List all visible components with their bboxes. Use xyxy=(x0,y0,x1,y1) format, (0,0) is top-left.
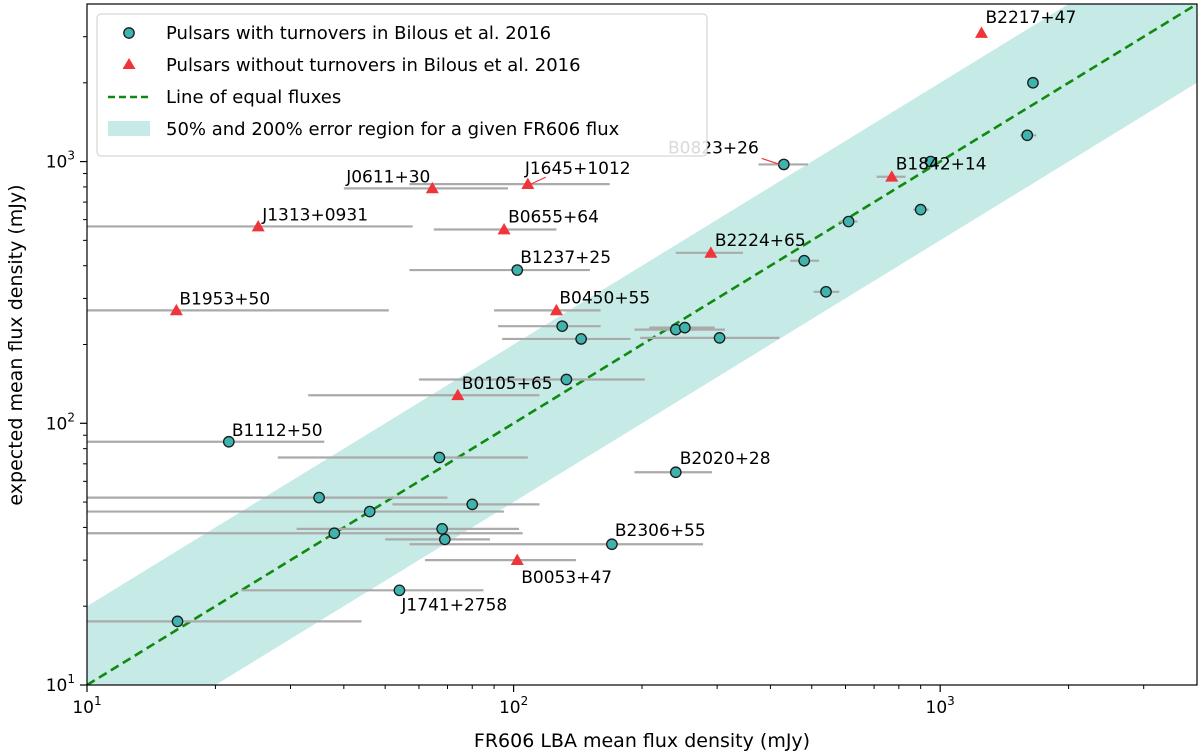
annotation-label: B0450+55 xyxy=(559,288,650,308)
equal-flux-line xyxy=(87,4,1197,685)
annotation-label: B1112+50 xyxy=(232,421,323,441)
annotation-label: J1645+1012 xyxy=(524,159,631,179)
legend-box xyxy=(96,13,708,157)
annotation-label: B2306+55 xyxy=(615,521,706,541)
legend-label-line: Line of equal fluxes xyxy=(166,87,341,108)
point-turnover xyxy=(1021,129,1034,142)
point-no-turnover xyxy=(425,181,439,194)
point-turnover xyxy=(222,435,235,448)
point-turnover xyxy=(438,533,451,546)
legend-marker-band xyxy=(108,121,150,136)
x-tick-label: 102 xyxy=(499,694,528,718)
y-tick-label: 101 xyxy=(46,672,75,696)
equal-flux-line-layer xyxy=(87,4,1197,685)
point-no-turnover xyxy=(451,388,465,401)
point-turnover xyxy=(777,158,790,171)
point-turnover xyxy=(363,505,376,518)
point-turnover xyxy=(914,203,927,216)
legend: Pulsars with turnovers in Bilous et al. … xyxy=(96,13,708,157)
point-no-turnover xyxy=(251,219,265,232)
annotation-label: B0053+47 xyxy=(521,568,612,588)
point-turnover xyxy=(575,333,587,345)
point-turnover xyxy=(511,264,524,276)
point-no-turnover xyxy=(885,170,899,182)
annotation-label: J0611+30 xyxy=(345,167,430,187)
point-no-turnover xyxy=(169,303,183,316)
point-no-turnover xyxy=(521,177,535,189)
annotation-label: B1842+14 xyxy=(896,155,987,175)
point-turnover xyxy=(466,498,479,511)
point-no-turnover xyxy=(975,26,989,38)
x-tick-label: 103 xyxy=(926,694,955,718)
annotation-leader xyxy=(761,157,781,166)
annotation-label: J1741+2758 xyxy=(400,595,507,615)
point-turnover xyxy=(842,215,855,228)
legend-marker-noturnover xyxy=(122,58,136,69)
point-turnover xyxy=(433,451,446,464)
legend-label-turnover: Pulsars with turnovers in Bilous et al. … xyxy=(166,23,551,44)
error-bars xyxy=(87,31,1037,623)
annotation-leader xyxy=(530,176,547,185)
point-turnover xyxy=(798,254,811,267)
annotation-label: B0655+64 xyxy=(508,208,599,228)
annotation-label: B1953+50 xyxy=(179,289,270,309)
data-points xyxy=(169,26,1039,628)
y-tick-label: 103 xyxy=(46,149,75,173)
annotation-label: B2217+47 xyxy=(986,8,1077,28)
x-tick-label: 101 xyxy=(72,694,101,718)
point-turnover xyxy=(171,615,184,628)
point-turnover xyxy=(560,373,573,386)
legend-label-band: 50% and 200% error region for a given FR… xyxy=(166,119,620,140)
annotation-label: J1313+0931 xyxy=(261,205,368,225)
point-turnover xyxy=(713,332,726,344)
point-turnover xyxy=(436,523,448,535)
legend-label-noturnover: Pulsars without turnovers in Bilous et a… xyxy=(166,55,581,76)
point-no-turnover xyxy=(497,223,511,235)
point-turnover xyxy=(328,527,341,540)
point-no-turnover xyxy=(704,246,718,258)
point-turnover xyxy=(556,320,569,333)
axes: 101 102 103 101 102 103 xyxy=(46,36,1145,718)
point-turnover xyxy=(393,584,406,597)
point-turnover xyxy=(313,491,325,504)
point-no-turnover xyxy=(549,303,563,316)
point-turnover xyxy=(606,538,618,551)
annotation-label: B2020+28 xyxy=(680,449,771,469)
annotation-label: B1237+25 xyxy=(520,248,611,268)
annotation-label: B0105+65 xyxy=(462,374,553,394)
point-turnover xyxy=(820,285,832,298)
point-turnover xyxy=(678,321,691,334)
point-turnover xyxy=(924,155,937,168)
y-tick-label: 102 xyxy=(46,410,75,434)
point-no-turnover xyxy=(510,553,524,566)
annotation-label: B2224+65 xyxy=(715,231,806,251)
x-axis-label: FR606 LBA mean flux density (mJy) xyxy=(474,730,810,752)
y-axis-label: expected mean flux density (mJy) xyxy=(5,184,27,505)
legend-marker-turnover xyxy=(123,27,135,39)
point-turnover xyxy=(1027,76,1039,89)
point-turnover xyxy=(669,466,682,479)
